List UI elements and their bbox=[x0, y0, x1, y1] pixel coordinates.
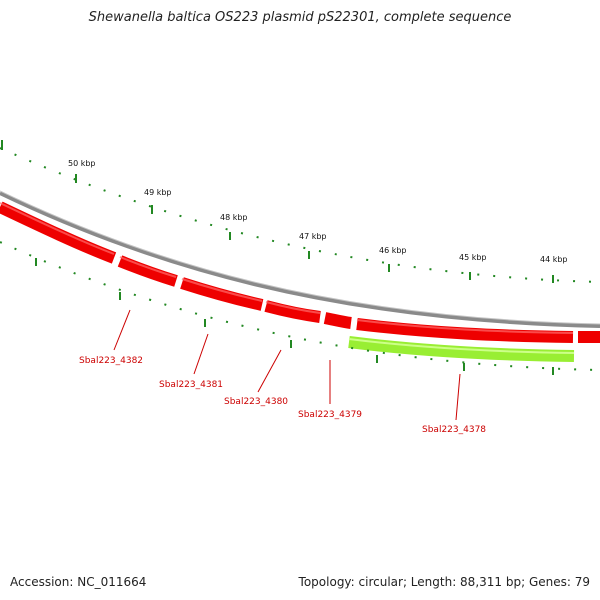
gene-label[interactable]: Sbal223_4379 bbox=[298, 410, 362, 420]
topology-summary-text: Topology: circular; Length: 88,311 bp; G… bbox=[298, 575, 590, 589]
outer-major-ticks bbox=[1, 140, 554, 283]
gene-label[interactable]: Sbal223_4380 bbox=[224, 397, 288, 407]
tick-label: 48 kbp bbox=[220, 213, 248, 222]
gene-arrow-sbal223-4381[interactable] bbox=[117, 255, 178, 287]
tick-label: 49 kbp bbox=[144, 188, 172, 197]
gene-label-leaders bbox=[113, 309, 461, 421]
gene-arrow-sbal223-4382[interactable] bbox=[0, 201, 117, 264]
tick-label: 47 kbp bbox=[299, 232, 327, 241]
outer-scale-track bbox=[0, 147, 600, 283]
map-title: Shewanella baltica OS223 plasmid pS22301… bbox=[88, 10, 512, 25]
inner-scale-track bbox=[0, 241, 600, 371]
gene-arrow-next[interactable] bbox=[323, 312, 352, 329]
gene-arrow-sbal223-4380[interactable] bbox=[180, 277, 264, 311]
backbone-ring bbox=[0, 191, 600, 328]
gene-label[interactable]: Sbal223_4382 bbox=[79, 356, 143, 366]
forward-gene-track bbox=[0, 201, 600, 343]
tick-label: 45 kbp bbox=[459, 253, 487, 262]
inner-major-ticks bbox=[35, 258, 554, 375]
gene-label[interactable]: Sbal223_4381 bbox=[159, 380, 223, 390]
gene-arrow-sbal223-4378[interactable] bbox=[348, 336, 575, 362]
gene-arrow-long[interactable] bbox=[356, 318, 574, 343]
tick-label: 44 kbp bbox=[540, 255, 568, 264]
tick-label: 50 kbp bbox=[68, 159, 96, 168]
gene-label[interactable]: Sbal223_4378 bbox=[422, 425, 486, 435]
accession-text: Accession: NC_011664 bbox=[10, 575, 147, 589]
tick-label: 46 kbp bbox=[379, 246, 407, 255]
gene-arrow-sbal223-4379[interactable] bbox=[264, 300, 321, 323]
